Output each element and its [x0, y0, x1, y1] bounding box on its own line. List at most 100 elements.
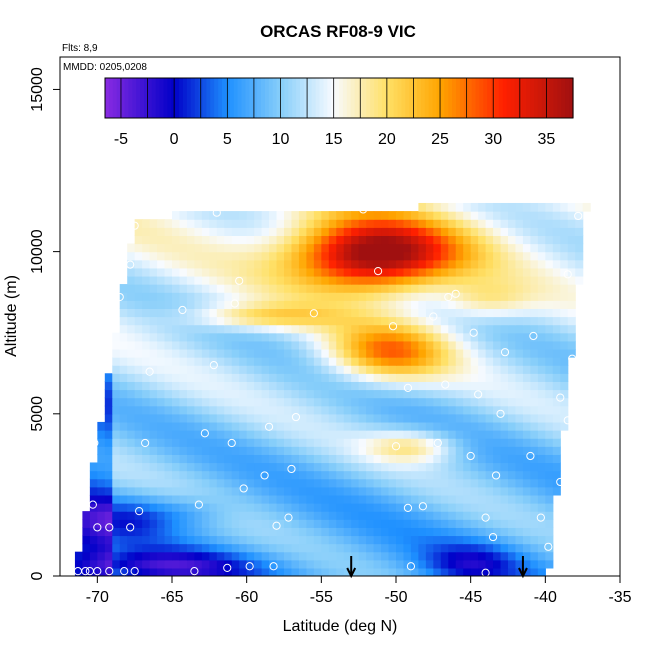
sample-point	[239, 484, 248, 493]
x-tick-label: -45	[459, 589, 482, 606]
sample-point	[209, 361, 218, 370]
sample-point	[130, 221, 139, 230]
sample-point	[451, 289, 460, 298]
sample-point	[391, 442, 401, 451]
sample-point	[81, 567, 90, 576]
sample-point	[500, 348, 510, 357]
sample-point	[105, 523, 114, 532]
sample-point	[403, 503, 413, 512]
sample-point	[126, 523, 135, 532]
sample-point	[481, 568, 490, 576]
x-tick-label: -55	[310, 589, 333, 606]
x-axis: -70 -65 -60 -55 -50 -45 -40 -35	[86, 576, 632, 606]
plot-frame	[59, 56, 621, 577]
dates-note: MMDD: 0205,0208	[63, 62, 147, 73]
x-axis-label: Latitude (deg N)	[283, 618, 398, 635]
sample-point	[568, 354, 577, 363]
sample-point	[272, 521, 281, 530]
colorbar-tick-label: 20	[378, 131, 396, 148]
sample-point	[93, 523, 102, 532]
sample-point	[563, 416, 572, 425]
sample-point	[70, 524, 80, 534]
sample-point	[90, 438, 99, 448]
y-tick-label: 0	[29, 571, 46, 580]
sample-point	[269, 562, 278, 571]
sample-point	[230, 299, 239, 308]
flights-note: Flts: 8,9	[62, 43, 98, 54]
sample-point	[563, 270, 572, 279]
colorbar-tick-label: 30	[484, 131, 502, 148]
sample-point	[309, 309, 318, 318]
x-tick-label: -40	[534, 589, 557, 606]
x-tick-label: -70	[86, 589, 109, 606]
sample-point	[526, 451, 535, 461]
sample-point	[205, 195, 214, 204]
x-tick-label: -60	[235, 589, 258, 606]
sample-point	[373, 266, 383, 276]
x-tick-label: -35	[608, 589, 631, 606]
sample-point	[388, 322, 398, 331]
sample-point	[444, 292, 453, 302]
sample-point	[556, 393, 565, 402]
colorbar-tick-label: 10	[272, 131, 290, 148]
sample-point	[291, 412, 301, 422]
sample-point	[294, 195, 304, 204]
sample-point	[359, 205, 368, 214]
sample-point	[194, 500, 203, 509]
sample-point	[264, 422, 274, 431]
sample-point	[260, 471, 269, 480]
sample-point	[536, 513, 545, 522]
sample-point	[126, 260, 135, 269]
sample-point	[491, 471, 501, 480]
colorbar-tick-label: 15	[325, 131, 343, 148]
colorbar-tick-label: -5	[114, 131, 128, 148]
sample-point	[548, 568, 557, 576]
sample-point	[433, 438, 442, 448]
sample-point	[481, 513, 490, 522]
x-tick-label: -65	[160, 589, 183, 606]
sample-point	[245, 562, 254, 571]
sample-point	[115, 292, 124, 302]
sample-point	[88, 500, 97, 509]
y-tick-label: 15000	[29, 67, 46, 112]
sample-point	[496, 409, 505, 418]
colorbar-tick-label: 5	[223, 131, 232, 148]
sample-point	[120, 567, 129, 576]
sample-point	[418, 502, 427, 511]
sample-point	[488, 532, 498, 542]
x-tick-label: -50	[384, 589, 407, 606]
sample-point	[574, 211, 583, 221]
sample-point	[474, 390, 483, 399]
sample-point	[200, 429, 209, 438]
colorbar-tick-label: 25	[431, 131, 449, 148]
sample-point	[105, 567, 114, 576]
sample-point	[141, 438, 150, 448]
sample-point	[130, 567, 139, 576]
colorbar-tick-label: 0	[170, 131, 179, 148]
y-axis: 0 5000 10000 15000	[29, 67, 60, 580]
y-tick-label: 10000	[29, 229, 46, 274]
y-axis-label: Altitude (m)	[3, 275, 20, 357]
sample-point	[287, 464, 296, 474]
sample-point	[145, 367, 154, 376]
sample-point	[212, 208, 221, 217]
sample-point	[223, 563, 232, 572]
sample-point	[284, 513, 293, 522]
sample-point	[403, 383, 413, 392]
sample-point	[406, 562, 416, 571]
sample-points	[70, 164, 638, 576]
sample-point	[529, 331, 538, 341]
sample-point	[556, 477, 565, 487]
sample-point	[135, 507, 144, 516]
sample-point	[631, 164, 638, 171]
sample-point	[466, 451, 475, 461]
chart-title: ORCAS RF08-9 VIC	[260, 22, 416, 41]
sample-point	[469, 328, 478, 337]
sample-point	[190, 567, 199, 576]
sample-point	[227, 438, 236, 448]
heatmap	[74, 202, 591, 576]
sample-point	[178, 305, 187, 315]
sample-point	[93, 567, 102, 576]
sample-point	[441, 380, 450, 389]
